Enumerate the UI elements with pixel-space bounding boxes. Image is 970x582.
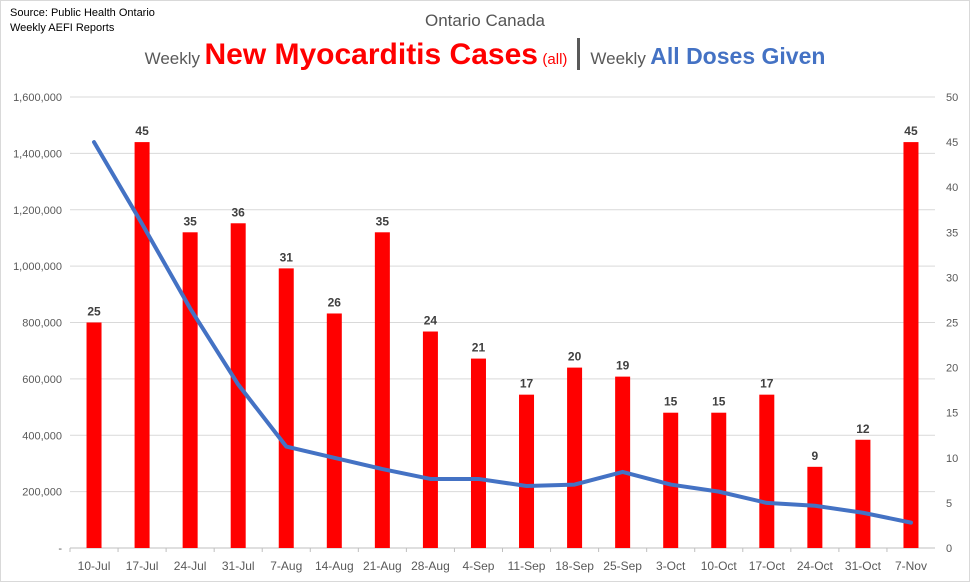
x-tick-label: 17-Oct <box>749 559 786 573</box>
right-tick-label: 40 <box>946 182 958 194</box>
bar-data-label: 25 <box>87 305 101 319</box>
myocarditis-title: New Myocarditis Cases <box>204 38 538 71</box>
weekly-label-right: Weekly <box>590 49 646 68</box>
line-series <box>92 140 913 525</box>
right-tick-label: 10 <box>946 453 958 465</box>
right-axis: 0 5 10 15 20 25 30 35 40 45 50 <box>946 92 958 555</box>
bar-data-label: 31 <box>280 250 294 264</box>
x-axis: 10-Jul 17-Jul 24-Jul 31-Jul 7-Aug 14-Aug 21-Au… <box>69 548 927 573</box>
x-tick-label: 10-Oct <box>701 559 738 573</box>
all-qualifier: (all) <box>542 51 568 68</box>
bar-data-label: 35 <box>376 214 390 228</box>
bar <box>663 412 679 548</box>
x-tick-label: 21-Aug <box>363 559 402 573</box>
x-tick-label: 10-Jul <box>78 559 111 573</box>
title-separator <box>577 38 581 70</box>
left-tick-label: 1,400,000 <box>13 148 62 160</box>
x-tick-label: 24-Oct <box>797 559 834 573</box>
bar-data-label: 26 <box>328 295 342 309</box>
x-tick-label: 7-Nov <box>895 559 927 573</box>
right-tick-label: 0 <box>946 543 952 555</box>
bar-data-label: 35 <box>183 214 197 228</box>
x-tick-label: 28-Aug <box>411 559 450 573</box>
left-tick-label: 400,000 <box>22 430 62 442</box>
source-line-1: Source: Public Health Ontario <box>10 7 155 19</box>
region-title: Ontario Canada <box>424 11 546 30</box>
bar-data-labels: 25 45 35 36 31 26 35 24 21 17 20 19 15 15 17 9 12 45 <box>87 124 918 463</box>
bar <box>374 232 390 549</box>
bar-data-label: 15 <box>664 395 678 409</box>
left-axis: - 200,000 400,000 600,000 800,000 1,000,000 1,… <box>13 92 62 555</box>
bar <box>855 439 871 548</box>
right-tick-label: 30 <box>946 272 958 284</box>
bar-data-label: 9 <box>812 449 819 463</box>
x-tick-label: 3-Oct <box>656 559 686 573</box>
x-tick-label: 18-Sep <box>555 559 594 573</box>
weekly-label-left: Weekly <box>144 49 201 68</box>
right-tick-label: 50 <box>946 92 958 104</box>
bar-data-label: 19 <box>616 359 630 373</box>
bar-data-label: 21 <box>472 341 486 355</box>
left-tick-label: 600,000 <box>22 374 62 386</box>
x-tick-label: 25-Sep <box>603 559 642 573</box>
left-tick-label: 1,200,000 <box>13 205 62 217</box>
bar <box>326 313 342 548</box>
bar-data-label: 12 <box>856 422 870 436</box>
doses-line <box>92 140 913 525</box>
doses-title: All Doses Given <box>650 43 826 69</box>
bar <box>903 142 919 548</box>
bar <box>470 358 486 548</box>
bar <box>134 142 150 548</box>
bar <box>615 376 631 548</box>
right-tick-label: 15 <box>946 408 958 420</box>
bar-data-label: 36 <box>232 205 246 219</box>
bar-data-label: 15 <box>712 395 726 409</box>
bar <box>182 232 198 549</box>
source-note: Source: Public Health Ontario Weekly AEF… <box>10 6 155 36</box>
x-tick-label: 7-Aug <box>270 559 302 573</box>
right-tick-label: 25 <box>946 318 958 330</box>
left-tick-label: - <box>58 543 62 555</box>
bar <box>567 367 583 548</box>
bar-data-label: 45 <box>904 124 918 138</box>
x-tick-label: 31-Jul <box>222 559 255 573</box>
right-tick-label: 35 <box>946 227 958 239</box>
x-tick-label: 31-Oct <box>845 559 882 573</box>
bar <box>422 331 438 548</box>
chart-headline: Weekly New Myocarditis Cases (all) Weekly… <box>0 38 970 72</box>
right-tick-label: 5 <box>946 498 952 510</box>
bar <box>278 268 294 548</box>
bar <box>759 394 775 548</box>
left-tick-label: 200,000 <box>22 487 62 499</box>
bar <box>519 394 535 548</box>
right-tick-label: 45 <box>946 137 958 149</box>
x-tick-label: 17-Jul <box>126 559 159 573</box>
source-line-2: Weekly AEFI Reports <box>10 22 115 34</box>
bar-data-label: 24 <box>424 314 438 328</box>
bar <box>711 412 727 548</box>
x-tick-label: 4-Sep <box>462 559 494 573</box>
left-tick-label: 1,000,000 <box>13 261 62 273</box>
bar <box>86 322 102 548</box>
bar-data-label: 45 <box>135 124 149 138</box>
bar-data-label: 17 <box>760 377 774 391</box>
x-tick-label: 24-Jul <box>174 559 207 573</box>
left-tick-label: 1,600,000 <box>13 92 62 104</box>
x-tick-label: 14-Aug <box>315 559 354 573</box>
left-tick-label: 800,000 <box>22 318 62 330</box>
bar-data-label: 20 <box>568 350 582 364</box>
right-tick-label: 20 <box>946 363 958 375</box>
x-tick-label: 11-Sep <box>508 559 546 573</box>
bar-data-label: 17 <box>520 377 534 391</box>
